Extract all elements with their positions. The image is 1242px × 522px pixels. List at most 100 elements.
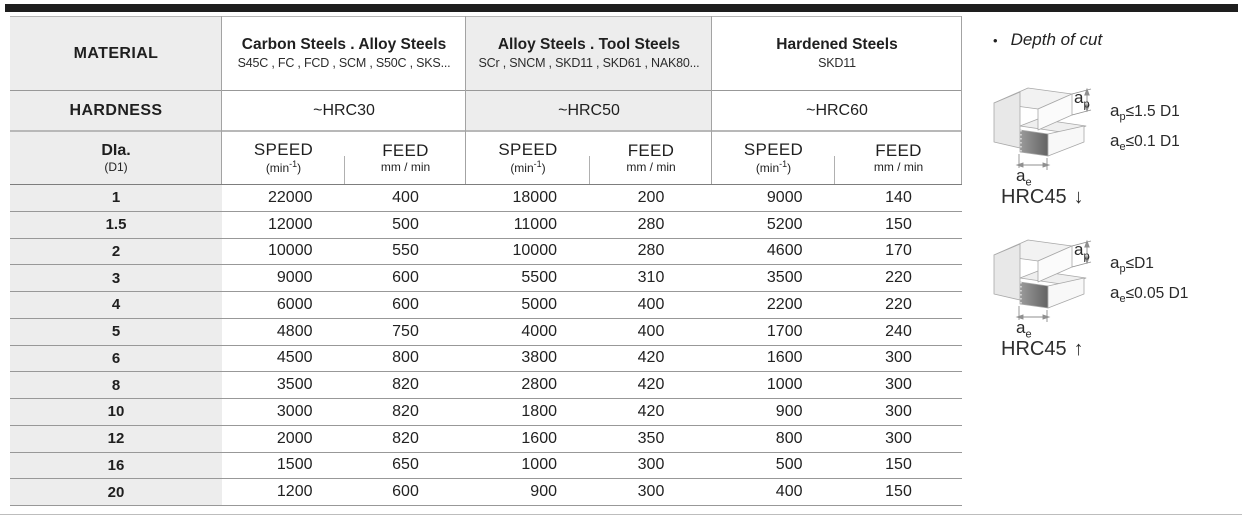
depth-of-cut-diagram-2: ap ae ap≤D1 ae≤0.05 D1 HRC45 ↑ — [990, 236, 1242, 368]
step-block-diagram — [993, 87, 1092, 170]
speed-header-g2: SPEED (min-1) — [466, 132, 590, 185]
speed-value: 4000 — [466, 319, 590, 346]
hardness-value-g1: ~HRC30 — [313, 101, 375, 119]
dia-label: DIa. — [101, 142, 131, 160]
speed-value: 3500 — [712, 265, 835, 292]
ae-dimension-label: ae — [1016, 166, 1032, 189]
feed-value: 310 — [590, 265, 712, 292]
column-divider — [711, 16, 712, 184]
row-dia-value: 10 — [10, 399, 222, 426]
feed-value: 500 — [345, 212, 466, 239]
speed-value: 22000 — [222, 185, 345, 212]
feed-value: 300 — [835, 426, 962, 453]
feed-value: 150 — [835, 479, 962, 506]
row-dia-value: 3 — [10, 265, 222, 292]
row-dia-value: 2 — [10, 238, 222, 266]
speed-value: 18000 — [466, 185, 590, 212]
hardness-header-cell: HARDNESS — [10, 91, 222, 130]
hardness-value-g3: ~HRC60 — [806, 101, 868, 119]
row-dia-value: 12 — [10, 425, 222, 453]
row-dia-value: 1.5 — [10, 211, 222, 239]
speed-value: 1600 — [466, 426, 590, 453]
group-examples: S45C , FC , FCD , SCM , S50C , SKS... — [237, 56, 451, 71]
ae-limit-note: ae≤0.1 D1 — [1110, 131, 1180, 154]
up-arrow-icon: ↑ — [1073, 338, 1084, 360]
speed-value: 1700 — [712, 319, 835, 346]
speed-value: 2800 — [466, 372, 590, 399]
hardness-label: HARDNESS — [69, 101, 163, 119]
double-rule — [10, 130, 962, 132]
speed-value: 1000 — [712, 372, 835, 399]
column-divider — [221, 16, 222, 184]
feed-unit: mm / min — [380, 160, 431, 175]
speed-value: 4500 — [222, 346, 345, 373]
feed-value: 150 — [835, 453, 962, 480]
dia-header-cell: DIa. (D1) — [10, 132, 222, 185]
speed-value: 1200 — [222, 479, 345, 506]
cutting-conditions-table: MATERIAL Carbon Steels . Alloy Steels S4… — [10, 16, 962, 506]
speed-feed-divider — [589, 156, 590, 184]
speed-value: 1600 — [712, 346, 835, 373]
speed-header-g3: SPEED (min-1) — [712, 132, 835, 185]
column-divider — [465, 16, 466, 184]
feed-value: 600 — [345, 479, 466, 506]
feed-unit: mm / min — [626, 160, 676, 175]
feed-value: 220 — [835, 265, 962, 292]
speed-value: 4600 — [712, 239, 835, 266]
speed-value: 500 — [712, 453, 835, 480]
table-right-edge — [961, 16, 962, 184]
speed-value: 3000 — [222, 399, 345, 426]
group-alloy-tool-steels: Alloy Steels . Tool Steels SCr , SNCM , … — [466, 17, 712, 91]
speed-value: 1500 — [222, 453, 345, 480]
speed-value: 3500 — [222, 372, 345, 399]
hardness-value-g2: ~HRC50 — [466, 91, 712, 130]
speed-value: 12000 — [222, 212, 345, 239]
speed-value: 900 — [712, 399, 835, 426]
group-name: Hardened Steels — [776, 36, 898, 54]
depth-of-cut-label: Depth of cut — [1010, 30, 1103, 49]
hardness-caption: HRC45 ↓ — [1001, 186, 1084, 208]
speed-value: 400 — [712, 479, 835, 506]
speed-value: 2200 — [712, 292, 835, 319]
feed-value: 820 — [345, 426, 466, 453]
depth-of-cut-diagram-1: ap ae ap≤1.5 D1 ae≤0.1 D1 HRC45 ↓ — [990, 84, 1242, 216]
feed-value: 400 — [590, 319, 712, 346]
row-dia-value: 6 — [10, 345, 222, 373]
hardness-caption: HRC45 ↑ — [1001, 338, 1084, 360]
feed-value: 350 — [590, 426, 712, 453]
row-dia-value: 1 — [10, 185, 222, 212]
speed-value: 11000 — [466, 212, 590, 239]
row-dia-value: 4 — [10, 292, 222, 319]
material-label: MATERIAL — [73, 44, 159, 62]
depth-of-cut-title: • Depth of cut — [993, 30, 1102, 50]
feed-value: 650 — [345, 453, 466, 480]
feed-value: 800 — [345, 346, 466, 373]
group-name: Alloy Steels . Tool Steels — [497, 36, 681, 54]
feed-header-g1: FEED mm / min — [345, 132, 466, 185]
material-header-cell: MATERIAL — [10, 17, 222, 91]
feed-value: 200 — [590, 185, 712, 212]
feed-header-g3: FEED mm / min — [835, 132, 962, 185]
feed-value: 420 — [590, 372, 712, 399]
top-black-rule — [5, 4, 1238, 12]
feed-value: 170 — [835, 239, 962, 266]
speed-unit: (min-1) — [755, 159, 792, 176]
feed-value: 820 — [345, 399, 466, 426]
feed-value: 420 — [590, 346, 712, 373]
speed-value: 9000 — [712, 185, 835, 212]
row-dia-value: 16 — [10, 452, 222, 480]
feed-value: 300 — [835, 346, 962, 373]
speed-value: 9000 — [222, 265, 345, 292]
ae-dimension-label: ae — [1016, 318, 1032, 341]
feed-value: 600 — [345, 292, 466, 319]
feed-value: 750 — [345, 319, 466, 346]
down-arrow-icon: ↓ — [1073, 186, 1084, 208]
ap-dimension-label: ap — [1074, 88, 1090, 111]
speed-unit: (min-1) — [265, 159, 302, 176]
row-dia-value: 20 — [10, 479, 222, 506]
feed-value: 400 — [590, 292, 712, 319]
speed-feed-divider — [834, 156, 835, 184]
speed-unit: (min-1) — [510, 159, 546, 176]
feed-header-g2: FEED mm / min — [590, 132, 712, 185]
